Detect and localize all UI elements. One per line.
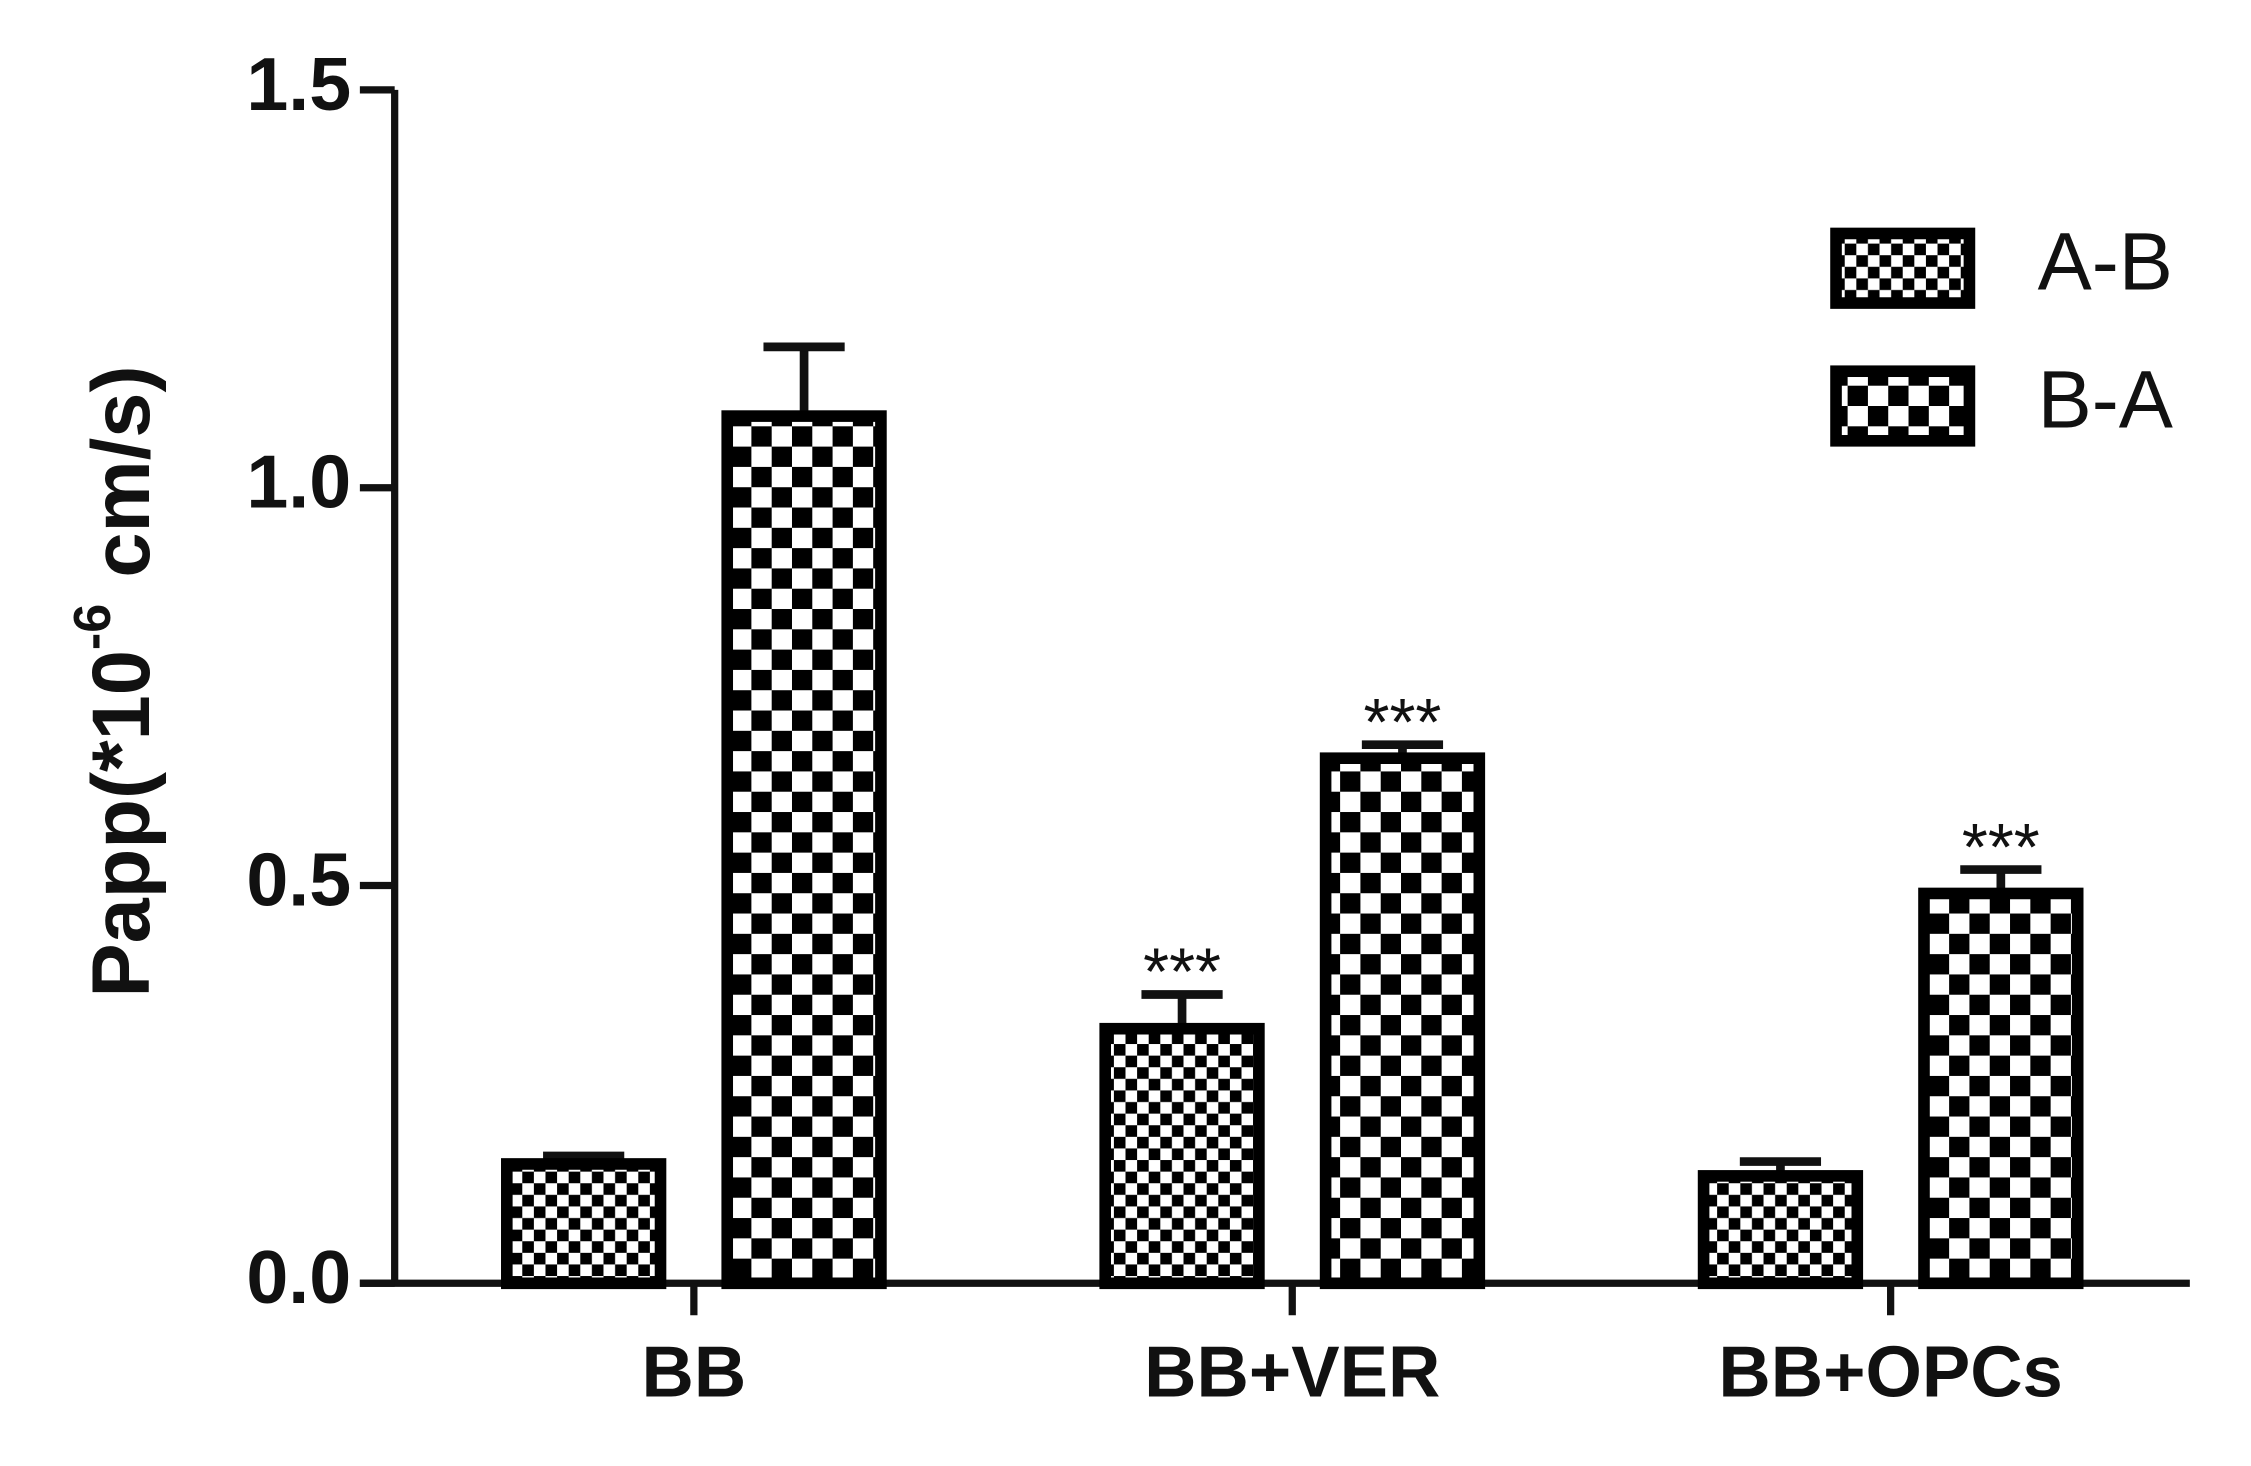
y-tick-label: 1.5 — [246, 42, 351, 126]
bar — [1697, 1170, 1864, 1290]
y-tick-label: 0.5 — [246, 837, 351, 921]
legend-label: A-B — [2038, 217, 2173, 308]
x-tick-label: BB — [642, 1332, 747, 1413]
y-tick-label: 1.0 — [246, 440, 351, 524]
y-tick-label: 0.0 — [246, 1235, 351, 1319]
bar — [1918, 887, 2084, 1290]
bar — [501, 1158, 667, 1290]
x-tick-label: BB+OPCs — [1718, 1332, 2062, 1413]
significance-label: *** — [1962, 811, 2040, 885]
legend-swatch — [1830, 365, 1976, 447]
x-tick-label: BB+VER — [1144, 1332, 1440, 1413]
bar — [1319, 752, 1486, 1290]
bar — [721, 410, 887, 1290]
significance-label: *** — [1364, 686, 1442, 760]
y-axis-label: Papp(*10-6cm/s) — [64, 366, 168, 998]
significance-label: *** — [1143, 936, 1221, 1010]
bar — [1099, 1022, 1265, 1290]
legend-label: B-A — [2038, 354, 2173, 445]
legend-swatch — [1830, 227, 1976, 309]
